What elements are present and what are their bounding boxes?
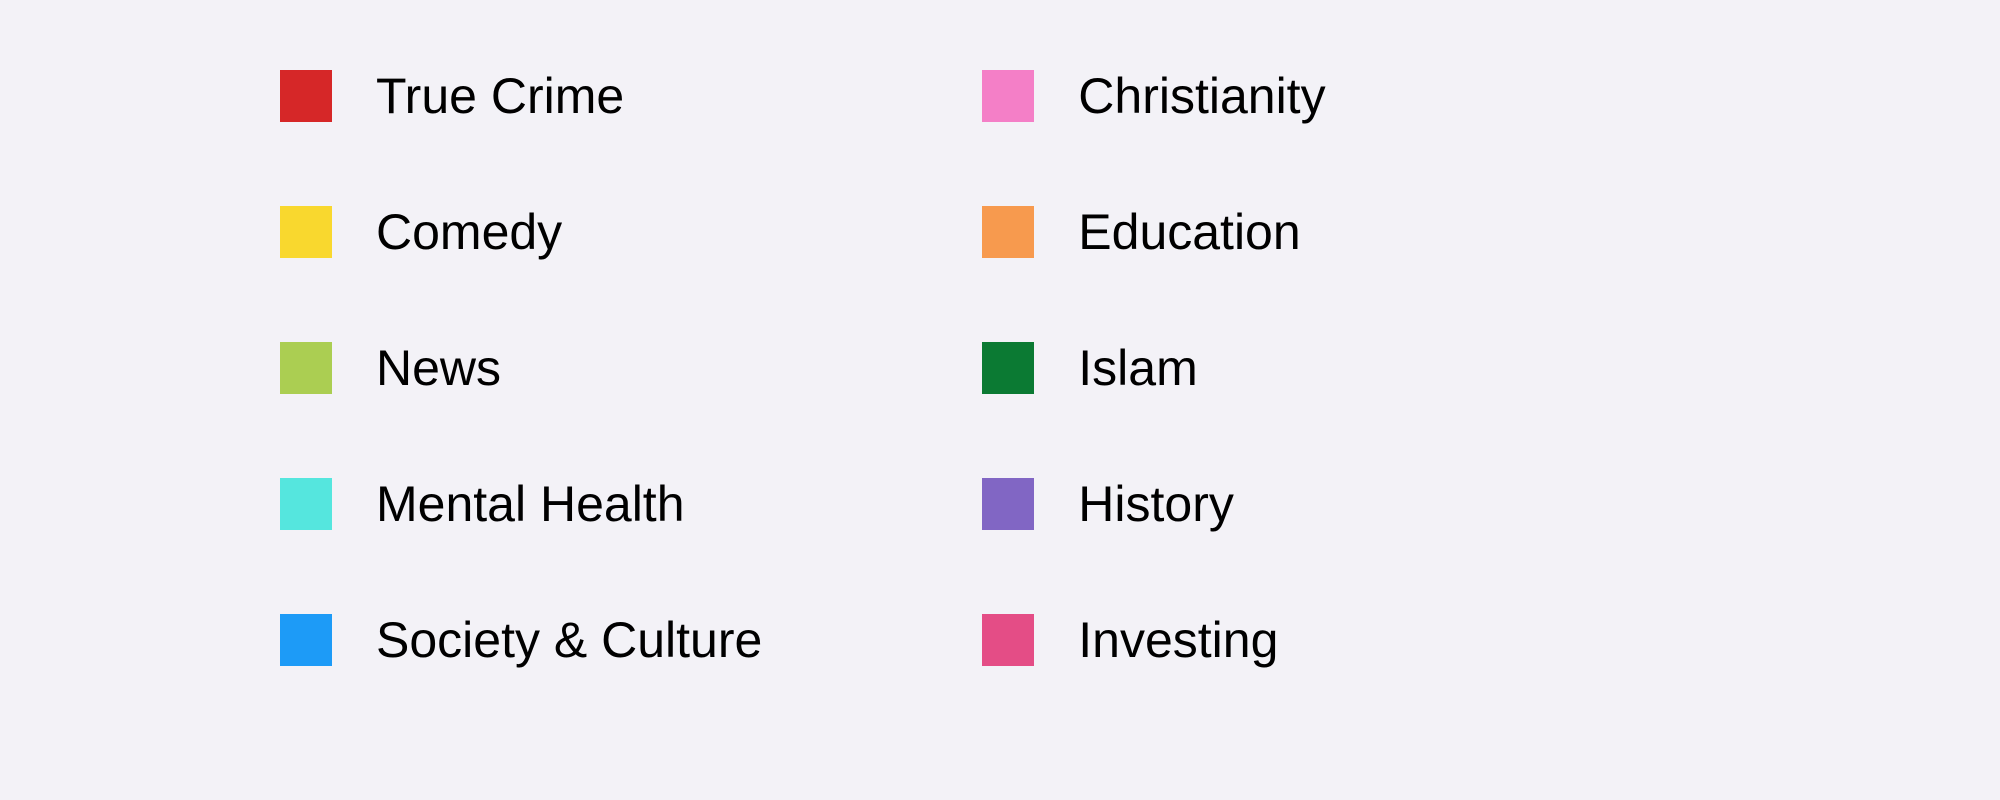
legend-item: Society & Culture — [280, 614, 762, 666]
legend-item: History — [982, 478, 1325, 530]
legend-column-2: Christianity Education Islam History Inv… — [982, 70, 1325, 666]
legend-item: News — [280, 342, 762, 394]
legend-item: True Crime — [280, 70, 762, 122]
legend-item: Comedy — [280, 206, 762, 258]
legend-swatch — [982, 614, 1034, 666]
legend-swatch — [280, 478, 332, 530]
legend-label: News — [376, 342, 501, 394]
legend-label: Mental Health — [376, 478, 685, 530]
legend-item: Mental Health — [280, 478, 762, 530]
legend-label: Comedy — [376, 206, 562, 258]
legend-item: Christianity — [982, 70, 1325, 122]
legend-swatch — [280, 342, 332, 394]
legend-label: History — [1078, 478, 1234, 530]
legend-canvas: True Crime Comedy News Mental Health Soc… — [0, 0, 2000, 800]
legend-label: True Crime — [376, 70, 624, 122]
category-legend: True Crime Comedy News Mental Health Soc… — [280, 70, 1326, 666]
legend-label: Education — [1078, 206, 1300, 258]
legend-label: Investing — [1078, 614, 1278, 666]
legend-label: Christianity — [1078, 70, 1325, 122]
legend-swatch — [982, 342, 1034, 394]
legend-item: Islam — [982, 342, 1325, 394]
legend-item: Education — [982, 206, 1325, 258]
legend-label: Islam — [1078, 342, 1197, 394]
legend-swatch — [280, 614, 332, 666]
legend-label: Society & Culture — [376, 614, 762, 666]
legend-column-1: True Crime Comedy News Mental Health Soc… — [280, 70, 762, 666]
legend-swatch — [982, 478, 1034, 530]
legend-swatch — [982, 70, 1034, 122]
legend-item: Investing — [982, 614, 1325, 666]
legend-swatch — [280, 70, 332, 122]
legend-swatch — [280, 206, 332, 258]
legend-swatch — [982, 206, 1034, 258]
